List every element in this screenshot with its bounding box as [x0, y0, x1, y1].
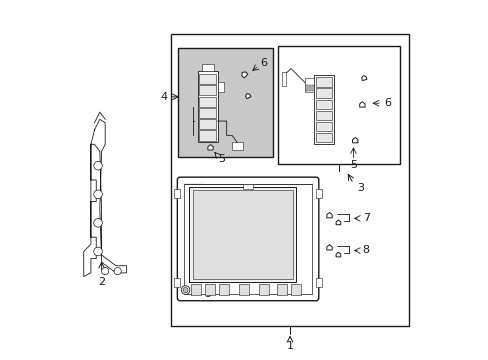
Circle shape — [102, 267, 108, 275]
Bar — [189, 187, 296, 282]
Bar — [315, 122, 332, 131]
Text: 6: 6 — [383, 98, 390, 108]
Circle shape — [181, 286, 189, 294]
Bar — [199, 119, 216, 129]
Bar — [231, 143, 242, 150]
Bar — [315, 111, 332, 121]
Circle shape — [94, 219, 102, 227]
Text: 7: 7 — [362, 212, 369, 222]
Polygon shape — [361, 76, 366, 81]
Bar — [258, 284, 268, 295]
Bar — [315, 278, 322, 287]
Bar — [171, 33, 408, 327]
Circle shape — [94, 161, 102, 170]
Bar — [198, 71, 217, 143]
Bar — [199, 74, 216, 84]
Polygon shape — [352, 138, 357, 143]
Bar — [184, 184, 311, 294]
Text: 5: 5 — [349, 160, 356, 170]
Bar — [315, 132, 332, 143]
Circle shape — [183, 288, 188, 293]
Text: 6: 6 — [260, 58, 267, 68]
Bar — [315, 189, 322, 198]
Polygon shape — [335, 220, 340, 225]
FancyBboxPatch shape — [177, 177, 318, 301]
Bar — [305, 78, 313, 92]
Text: 8: 8 — [362, 245, 369, 255]
Bar — [190, 284, 201, 295]
Bar — [305, 85, 307, 91]
Bar — [315, 89, 332, 98]
Bar — [315, 99, 332, 109]
Circle shape — [114, 267, 121, 275]
Bar — [199, 85, 216, 95]
Bar — [308, 85, 310, 91]
Bar — [311, 85, 313, 91]
Text: 3: 3 — [356, 183, 364, 193]
Bar — [313, 75, 333, 144]
Bar — [290, 284, 300, 295]
Bar — [173, 189, 180, 198]
Bar — [173, 278, 180, 287]
Text: 9: 9 — [204, 289, 211, 298]
Text: 5: 5 — [217, 154, 224, 164]
Bar — [282, 72, 285, 86]
Bar — [199, 96, 216, 107]
Text: 1: 1 — [286, 341, 293, 351]
Polygon shape — [335, 252, 340, 257]
Bar — [315, 77, 332, 87]
Polygon shape — [242, 72, 247, 78]
Bar — [199, 130, 216, 141]
Bar — [242, 184, 253, 189]
Bar — [205, 284, 215, 295]
Polygon shape — [326, 245, 331, 250]
Bar — [219, 284, 229, 295]
Bar — [278, 46, 399, 164]
Polygon shape — [326, 212, 331, 218]
Bar — [276, 284, 286, 295]
Bar — [192, 190, 292, 279]
Circle shape — [94, 190, 102, 199]
Bar — [217, 82, 224, 93]
Bar — [199, 108, 216, 118]
Circle shape — [94, 247, 102, 256]
Text: 2: 2 — [98, 277, 105, 287]
Bar — [239, 284, 248, 295]
Bar — [201, 64, 214, 71]
Polygon shape — [207, 145, 213, 150]
Polygon shape — [245, 94, 250, 99]
Bar — [178, 48, 272, 157]
Polygon shape — [359, 102, 365, 107]
Text: 4: 4 — [160, 92, 167, 102]
